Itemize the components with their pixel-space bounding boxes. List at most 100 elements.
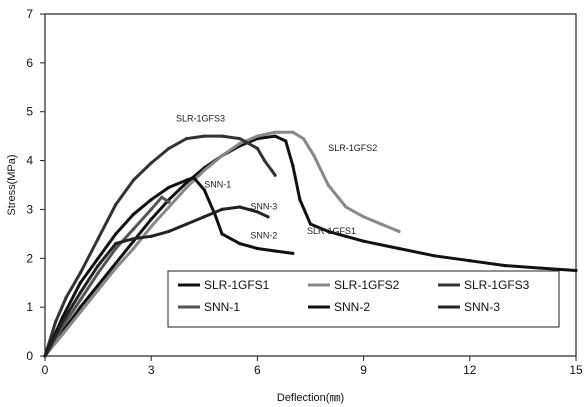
data-point	[114, 202, 118, 207]
data-point	[220, 232, 224, 236]
data-point	[202, 168, 206, 172]
data-point	[131, 246, 136, 251]
data-point	[273, 130, 277, 134]
data-point	[114, 232, 118, 236]
data-point	[167, 146, 171, 150]
data-point	[539, 266, 543, 270]
series-annotation: SNN-3	[250, 201, 277, 211]
data-point	[78, 310, 82, 314]
data-point	[362, 215, 366, 219]
series-annotation: SLR-1GFS3	[176, 113, 225, 123]
data-point	[362, 239, 366, 243]
legend-entry: SNN-2	[334, 300, 370, 314]
x-tick-label: 15	[569, 363, 583, 377]
data-point	[185, 137, 189, 141]
data-point	[61, 320, 65, 324]
data-point	[379, 222, 383, 226]
data-point	[432, 254, 436, 258]
y-tick-label: 7	[26, 7, 33, 21]
data-point	[149, 198, 153, 202]
legend-entry: SNN-3	[464, 300, 500, 314]
data-point	[43, 354, 47, 358]
data-point	[131, 212, 136, 216]
data-point	[284, 139, 288, 143]
data-point	[202, 188, 206, 192]
data-point	[344, 205, 348, 209]
data-point	[167, 205, 171, 209]
y-tick-label: 5	[26, 105, 33, 119]
legend-entry: SLR-1GFS3	[464, 278, 530, 292]
data-point	[185, 222, 189, 226]
y-axis-title: Stress(MPa)	[6, 154, 18, 215]
data-point	[202, 134, 206, 138]
annotation-layer: SLR-1GFS3 SLR-1GFS2 SNN-1 SNN-3 SLR-1GFS1 SNN…	[176, 113, 377, 240]
data-point	[397, 246, 401, 251]
data-point	[291, 251, 295, 255]
legend-entry: SLR-1GFS1	[204, 278, 270, 292]
legend-entry: SNN-1	[204, 300, 240, 314]
data-point	[149, 217, 153, 221]
y-tick-label: 6	[26, 56, 33, 70]
data-point	[255, 210, 259, 214]
y-tick-label: 0	[26, 349, 33, 363]
data-point	[131, 227, 136, 231]
data-point	[96, 264, 100, 268]
series-layer	[43, 130, 578, 358]
data-point	[78, 298, 82, 302]
data-point	[291, 163, 295, 168]
legend-entry: SLR-1GFS2	[334, 278, 400, 292]
data-point	[185, 178, 189, 182]
data-point	[238, 137, 242, 141]
series-line-slr-1gfs2	[43, 130, 401, 358]
x-tick-label: 0	[42, 363, 49, 377]
data-point	[78, 305, 82, 309]
x-tick-label: 9	[360, 363, 367, 377]
x-tick-label: 12	[463, 363, 477, 377]
data-point	[149, 161, 153, 165]
y-tick-label: 2	[26, 251, 33, 265]
data-point	[255, 134, 259, 138]
data-point	[114, 261, 118, 265]
data-point	[96, 271, 100, 275]
data-point	[273, 134, 277, 138]
data-point	[167, 185, 171, 189]
x-tick-label: 6	[254, 363, 261, 377]
data-point	[574, 268, 578, 273]
data-point	[96, 256, 100, 260]
data-point	[503, 264, 507, 268]
data-point	[312, 154, 316, 158]
data-point	[185, 185, 189, 189]
data-point	[54, 320, 58, 324]
plot-frame	[44, 13, 577, 357]
legend-box	[167, 270, 560, 328]
series-annotation: SNN-2	[250, 231, 277, 241]
x-tick-label: 3	[148, 363, 155, 377]
series-annotation: SLR-1GFS1	[307, 226, 356, 236]
data-point	[64, 295, 68, 299]
data-point	[344, 234, 348, 238]
data-point	[131, 237, 136, 241]
data-point	[96, 288, 100, 292]
data-point	[78, 271, 82, 275]
data-point	[96, 237, 100, 241]
data-point	[220, 134, 224, 138]
data-point	[273, 249, 277, 253]
data-point	[149, 207, 153, 211]
y-tick-label: 3	[26, 202, 33, 216]
data-point	[61, 332, 65, 336]
series-line-snn-3	[43, 205, 270, 358]
data-point	[238, 141, 242, 146]
data-point	[114, 266, 118, 270]
data-point	[468, 259, 472, 263]
x-axis-title: Deflection(㎜)	[277, 392, 344, 404]
y-tick-label: 1	[26, 300, 33, 314]
data-point	[291, 130, 295, 134]
data-point	[266, 215, 270, 219]
data-point	[149, 234, 153, 238]
data-point	[78, 281, 82, 285]
data-point	[202, 215, 206, 219]
data-point	[273, 173, 277, 177]
data-point	[114, 242, 118, 246]
data-point	[96, 283, 100, 287]
